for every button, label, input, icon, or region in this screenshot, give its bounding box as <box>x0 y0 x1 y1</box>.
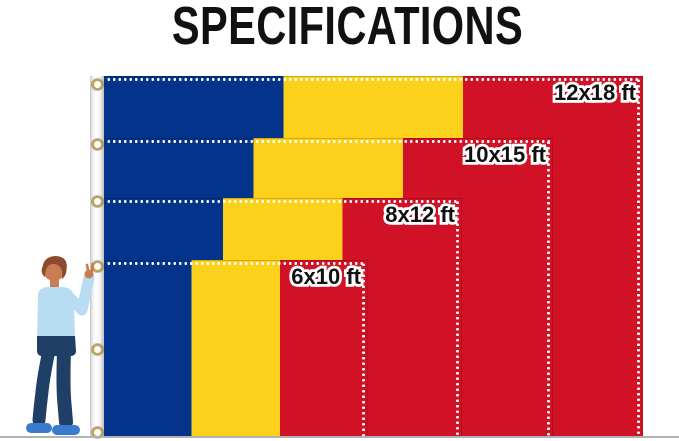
grommet-icon <box>92 79 103 90</box>
size-label-text: 8x12 ft <box>385 202 455 227</box>
size-label-text: 6x10 ft <box>291 264 361 289</box>
stitch-top-edge <box>106 140 550 143</box>
stitch-fly-edge <box>456 200 459 437</box>
flag-size-label: 8x12 ft 8x12 ft <box>383 200 458 229</box>
stitch-fly-edge <box>637 78 640 437</box>
grommet-icon <box>92 344 103 355</box>
page-title: SPECIFICATIONS <box>171 0 524 56</box>
flag-6x10: 6x10 ft 6x10 ft <box>103 260 368 437</box>
flag-size-label: 10x15 ft 10x15 ft <box>461 140 548 169</box>
stitch-fly-edge <box>362 262 365 437</box>
size-label-outline: 12x18 ft <box>551 78 638 107</box>
size-label-text: 10x15 ft <box>464 142 546 167</box>
size-label-outline: 6x10 ft <box>289 262 364 291</box>
flag-pole-sleeve <box>90 76 104 438</box>
person-figure <box>26 256 95 435</box>
ground-line <box>0 436 679 438</box>
size-label-text: 12x18 ft <box>554 80 636 105</box>
size-label-outline: 8x12 ft <box>383 200 458 229</box>
stitch-top-edge <box>106 262 365 265</box>
size-label-outline: 10x15 ft <box>461 140 548 169</box>
grommet-icon <box>92 196 103 207</box>
stitch-fly-edge <box>547 140 550 437</box>
flag-size-label: 6x10 ft 6x10 ft <box>289 262 364 291</box>
stitch-top-edge <box>106 200 459 203</box>
flag-size-label: 12x18 ft 12x18 ft <box>551 78 638 107</box>
stitch-top-edge <box>106 78 640 81</box>
grommet-icon <box>92 139 103 150</box>
